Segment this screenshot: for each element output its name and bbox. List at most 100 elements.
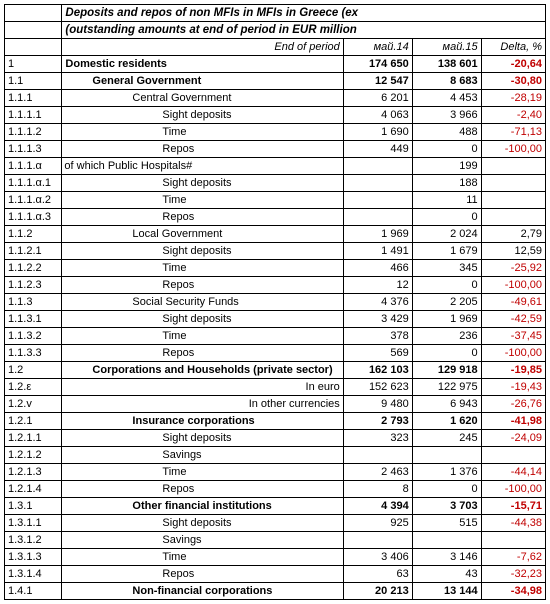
value-may15: 3 703 — [412, 498, 481, 515]
value-may14 — [343, 209, 412, 226]
row-label: Time — [62, 464, 343, 481]
value-delta — [481, 192, 545, 209]
value-may15: 515 — [412, 515, 481, 532]
table-row: 1.1.1.α.2Time11 — [5, 192, 546, 209]
row-label: of which Public Hospitals# — [62, 158, 343, 175]
col-header-may15: май.15 — [412, 39, 481, 56]
row-code: 1.1.1.α — [5, 158, 62, 175]
table-row: 1.1.1Central Government6 2014 453-28,19 — [5, 90, 546, 107]
row-label: Time — [62, 260, 343, 277]
value-may15: 0 — [412, 141, 481, 158]
row-code: 1.3.1.4 — [5, 566, 62, 583]
value-may15: 2 205 — [412, 294, 481, 311]
value-delta: 12,59 — [481, 243, 545, 260]
table-row: 1.3.1Other financial institutions4 3943 … — [5, 498, 546, 515]
row-label: Repos — [62, 345, 343, 362]
value-may15: 236 — [412, 328, 481, 345]
value-delta: -100,00 — [481, 481, 545, 498]
value-delta — [481, 532, 545, 549]
row-code: 1.1.1.α.2 — [5, 192, 62, 209]
value-may14: 323 — [343, 430, 412, 447]
row-label: Repos — [62, 277, 343, 294]
value-may15: 488 — [412, 124, 481, 141]
table-row: 1.1.1.2Time1 690488-71,13 — [5, 124, 546, 141]
table-row: 1.2.1.3Time2 4631 376-44,14 — [5, 464, 546, 481]
value-delta: -28,19 — [481, 90, 545, 107]
value-may14: 162 103 — [343, 362, 412, 379]
value-delta: -44,14 — [481, 464, 545, 481]
value-may15: 0 — [412, 277, 481, 294]
value-may15: 199 — [412, 158, 481, 175]
table-row: 1.1.1.3Repos4490-100,00 — [5, 141, 546, 158]
value-delta — [481, 209, 545, 226]
blank-cell — [5, 5, 62, 22]
value-delta: -100,00 — [481, 345, 545, 362]
value-delta: -34,98 — [481, 583, 545, 600]
row-code: 1.2 — [5, 362, 62, 379]
table-row: 1.1.1.α.1Sight deposits188 — [5, 175, 546, 192]
row-code: 1.2.1.3 — [5, 464, 62, 481]
table-row: 1.1.2.1Sight deposits1 4911 67912,59 — [5, 243, 546, 260]
row-code: 1.1.2.3 — [5, 277, 62, 294]
row-label: Sight deposits — [62, 311, 343, 328]
table-row: 1.3.1.1Sight deposits925515-44,38 — [5, 515, 546, 532]
table-row: 1.1.3.1Sight deposits3 4291 969-42,59 — [5, 311, 546, 328]
value-may14: 12 547 — [343, 73, 412, 90]
value-may15: 13 144 — [412, 583, 481, 600]
row-label: Sight deposits — [62, 243, 343, 260]
value-may15: 1 969 — [412, 311, 481, 328]
value-may14: 12 — [343, 277, 412, 294]
row-code: 1.1.1.1 — [5, 107, 62, 124]
row-code: 1.1.3.1 — [5, 311, 62, 328]
table-row: 1.2.εIn euro152 623122 975-19,43 — [5, 379, 546, 396]
table-row: 1.2.1Insurance corporations2 7931 620-41… — [5, 413, 546, 430]
value-may15: 6 943 — [412, 396, 481, 413]
row-label: Repos — [62, 209, 343, 226]
row-label: Sight deposits — [62, 515, 343, 532]
value-may14 — [343, 158, 412, 175]
value-may14: 20 213 — [343, 583, 412, 600]
value-may14: 2 793 — [343, 413, 412, 430]
value-delta: -26,76 — [481, 396, 545, 413]
row-label: Social Security Funds — [62, 294, 343, 311]
value-may14 — [343, 447, 412, 464]
table-row: 1.4.1Non-financial corporations20 21313 … — [5, 583, 546, 600]
row-code: 1.2.ε — [5, 379, 62, 396]
value-may15: 1 376 — [412, 464, 481, 481]
value-may14: 378 — [343, 328, 412, 345]
row-code: 1.1.1.α.3 — [5, 209, 62, 226]
col-header-delta: Delta, % — [481, 39, 545, 56]
table-row: 1.2.1.4Repos80-100,00 — [5, 481, 546, 498]
value-may15: 4 453 — [412, 90, 481, 107]
value-may15: 2 024 — [412, 226, 481, 243]
value-may14: 1 690 — [343, 124, 412, 141]
value-delta: -41,98 — [481, 413, 545, 430]
value-delta: 2,79 — [481, 226, 545, 243]
value-delta: -19,43 — [481, 379, 545, 396]
value-delta: -42,59 — [481, 311, 545, 328]
value-delta: -44,38 — [481, 515, 545, 532]
table-row: 1.1.1.αof which Public Hospitals# 199 — [5, 158, 546, 175]
table-row: 1Domestic residents174 650138 601-20,64 — [5, 56, 546, 73]
table-row: 1.2.1.2Savings — [5, 447, 546, 464]
end-of-period-label: End of period — [62, 39, 343, 56]
table-row: 1.3.1.4Repos6343-32,23 — [5, 566, 546, 583]
row-label: Repos — [62, 141, 343, 158]
row-code: 1.2.v — [5, 396, 62, 413]
blank-cell — [5, 22, 62, 39]
value-may14: 4 394 — [343, 498, 412, 515]
deposits-table: Deposits and repos of non MFIs in MFIs i… — [4, 4, 546, 600]
table-row: 1.1.1.1Sight deposits4 0633 966-2,40 — [5, 107, 546, 124]
value-delta — [481, 175, 545, 192]
value-delta: -2,40 — [481, 107, 545, 124]
row-code: 1.1.3.3 — [5, 345, 62, 362]
value-may15: 345 — [412, 260, 481, 277]
row-label: In other currencies — [62, 396, 343, 413]
table-row: 1.1.3.3Repos5690-100,00 — [5, 345, 546, 362]
row-code: 1.3.1.1 — [5, 515, 62, 532]
row-code: 1.1.1.3 — [5, 141, 62, 158]
row-code: 1.1 — [5, 73, 62, 90]
value-delta: -24,09 — [481, 430, 545, 447]
value-may14: 4 376 — [343, 294, 412, 311]
row-code: 1.3.1.2 — [5, 532, 62, 549]
